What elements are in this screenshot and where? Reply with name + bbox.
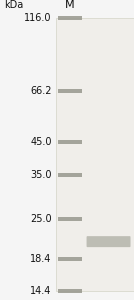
Bar [58,173,82,177]
FancyBboxPatch shape [87,236,131,247]
Text: M: M [65,1,75,10]
Bar [58,257,82,261]
Text: 116.0: 116.0 [24,13,52,23]
Text: 35.0: 35.0 [30,170,52,180]
Bar [58,289,82,293]
Text: 45.0: 45.0 [30,137,52,147]
Bar [58,140,82,144]
Bar [58,16,82,20]
Bar [58,217,82,221]
Text: 18.4: 18.4 [30,254,52,264]
Text: 66.2: 66.2 [30,86,52,96]
Bar [58,89,82,93]
Text: 14.4: 14.4 [30,286,52,296]
Bar [56,18,134,291]
Text: 25.0: 25.0 [30,214,52,224]
Text: kDa: kDa [4,1,23,10]
